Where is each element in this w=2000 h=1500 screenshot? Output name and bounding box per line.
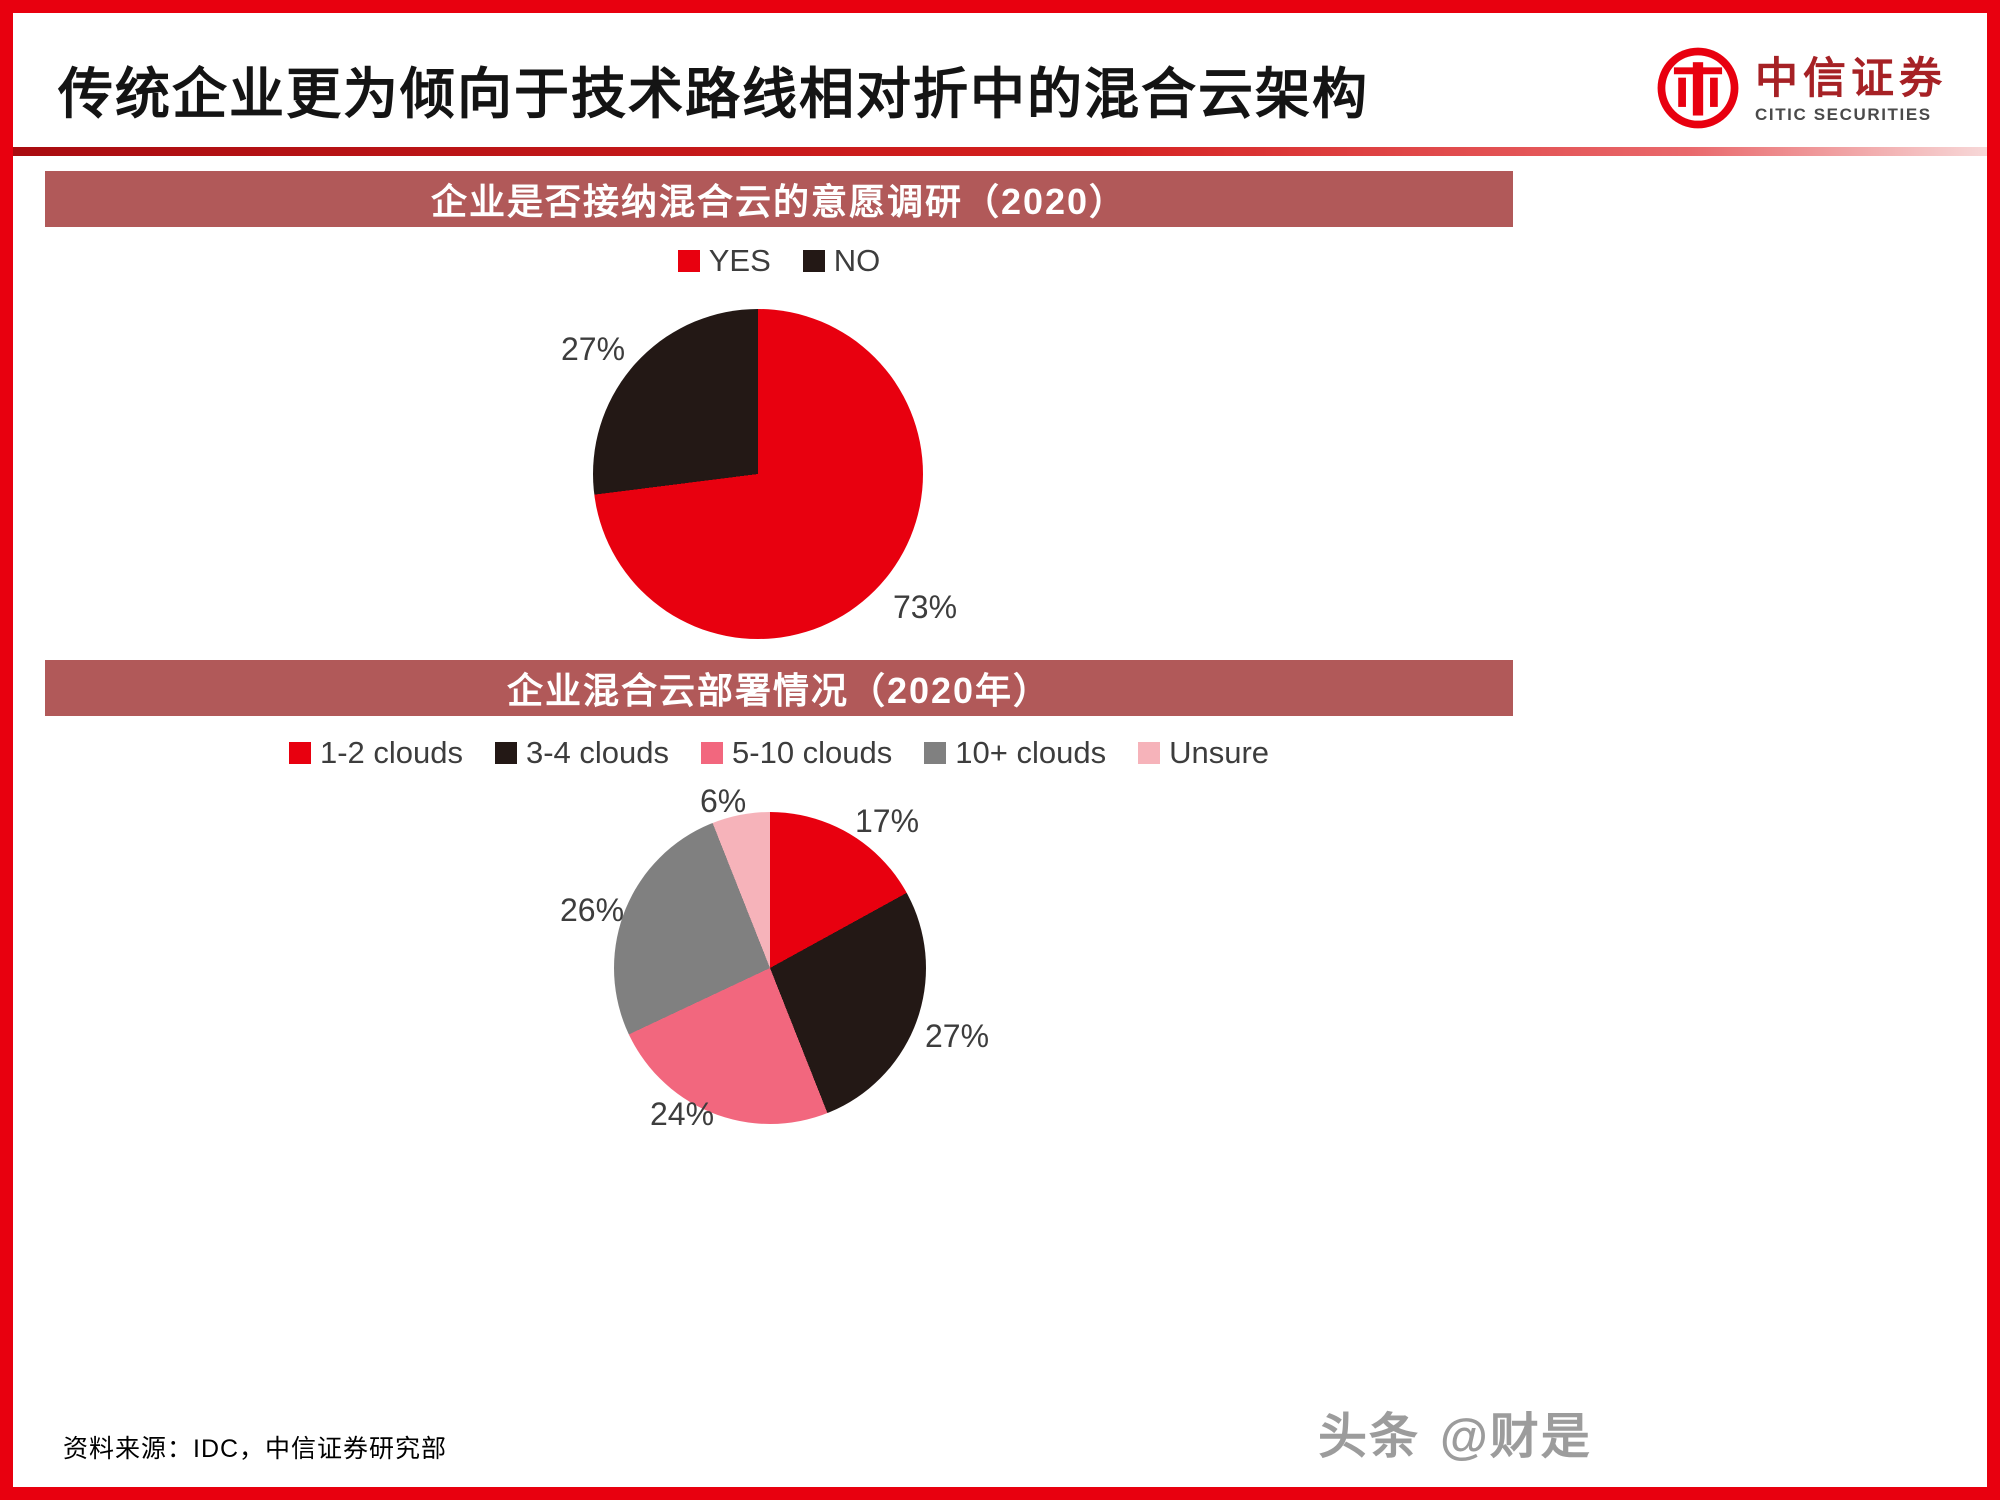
pie2-label-1-2-clouds: 17% [855, 803, 920, 839]
legend-swatch-1-2-clouds [288, 742, 311, 764]
chart2-legend: 1-2 clouds 3-4 clouds 5-10 clouds 10+ cl… [45, 735, 1513, 771]
chart1-title-banner: 企业是否接纳混合云的意愿调研（2020） [45, 171, 1513, 227]
citic-logo-text: 中信证券 CITIC SECURITIES [1755, 56, 1947, 125]
pie2-label-5-10-clouds: 24% [650, 1096, 715, 1132]
legend-swatch-no [802, 250, 825, 272]
page-title: 传统企业更为倾向于技术路线相对折中的混合云架构 [58, 63, 1370, 125]
chart1-legend: YES NO [45, 243, 1513, 279]
legend-swatch-5-10-clouds [701, 742, 724, 764]
legend-swatch-10plus-clouds [924, 742, 947, 764]
legend-item-unsure: Unsure [1138, 735, 1269, 771]
watermark: 头条 @财是 [1318, 1397, 1592, 1468]
watermark-handle: @财是 [1440, 1410, 1592, 1464]
legend-label-no: NO [833, 243, 881, 278]
citic-logo-text-en: CITIC SECURITIES [1755, 105, 1932, 125]
legend-label-unsure: Unsure [1169, 735, 1270, 770]
legend-label-5-10-clouds: 5-10 clouds [732, 735, 893, 770]
legend-label-yes: YES [708, 243, 771, 278]
legend-label-1-2-clouds: 1-2 clouds [319, 735, 463, 770]
legend-item-no: NO [802, 243, 881, 279]
legend-label-3-4-clouds: 3-4 clouds [525, 735, 670, 770]
pie2-label-unsure: 6% [700, 783, 747, 819]
citic-logo-icon [1655, 45, 1741, 136]
pie2-label-10plus-clouds: 26% [560, 892, 625, 928]
header-divider [13, 147, 1987, 156]
pie-chart-acceptance [593, 309, 923, 639]
watermark-brand: 头条 [1318, 1410, 1421, 1464]
pie1-label-no: 27% [561, 331, 626, 367]
legend-swatch-unsure [1138, 742, 1161, 764]
pie-chart-deployment [614, 812, 926, 1124]
legend-item-yes: YES [677, 243, 771, 279]
citic-logo-text-cn: 中信证券 [1755, 56, 1947, 103]
pie2-label-3-4-clouds: 27% [925, 1018, 990, 1054]
legend-item-3-4-clouds: 3-4 clouds [494, 735, 670, 771]
legend-item-10plus-clouds: 10+ clouds [924, 735, 1106, 771]
citic-logo: 中信证券 CITIC SECURITIES [1655, 45, 1947, 136]
legend-item-1-2-clouds: 1-2 clouds [288, 735, 463, 771]
legend-swatch-yes [677, 250, 700, 272]
pie1-label-yes: 73% [893, 589, 958, 625]
legend-label-10plus-clouds: 10+ clouds [955, 735, 1107, 770]
source-note: 资料来源：IDC，中信证券研究部 [63, 1435, 448, 1463]
legend-item-5-10-clouds: 5-10 clouds [701, 735, 892, 771]
legend-swatch-3-4-clouds [494, 742, 517, 764]
chart2-title-banner: 企业混合云部署情况（2020年） [45, 660, 1513, 716]
